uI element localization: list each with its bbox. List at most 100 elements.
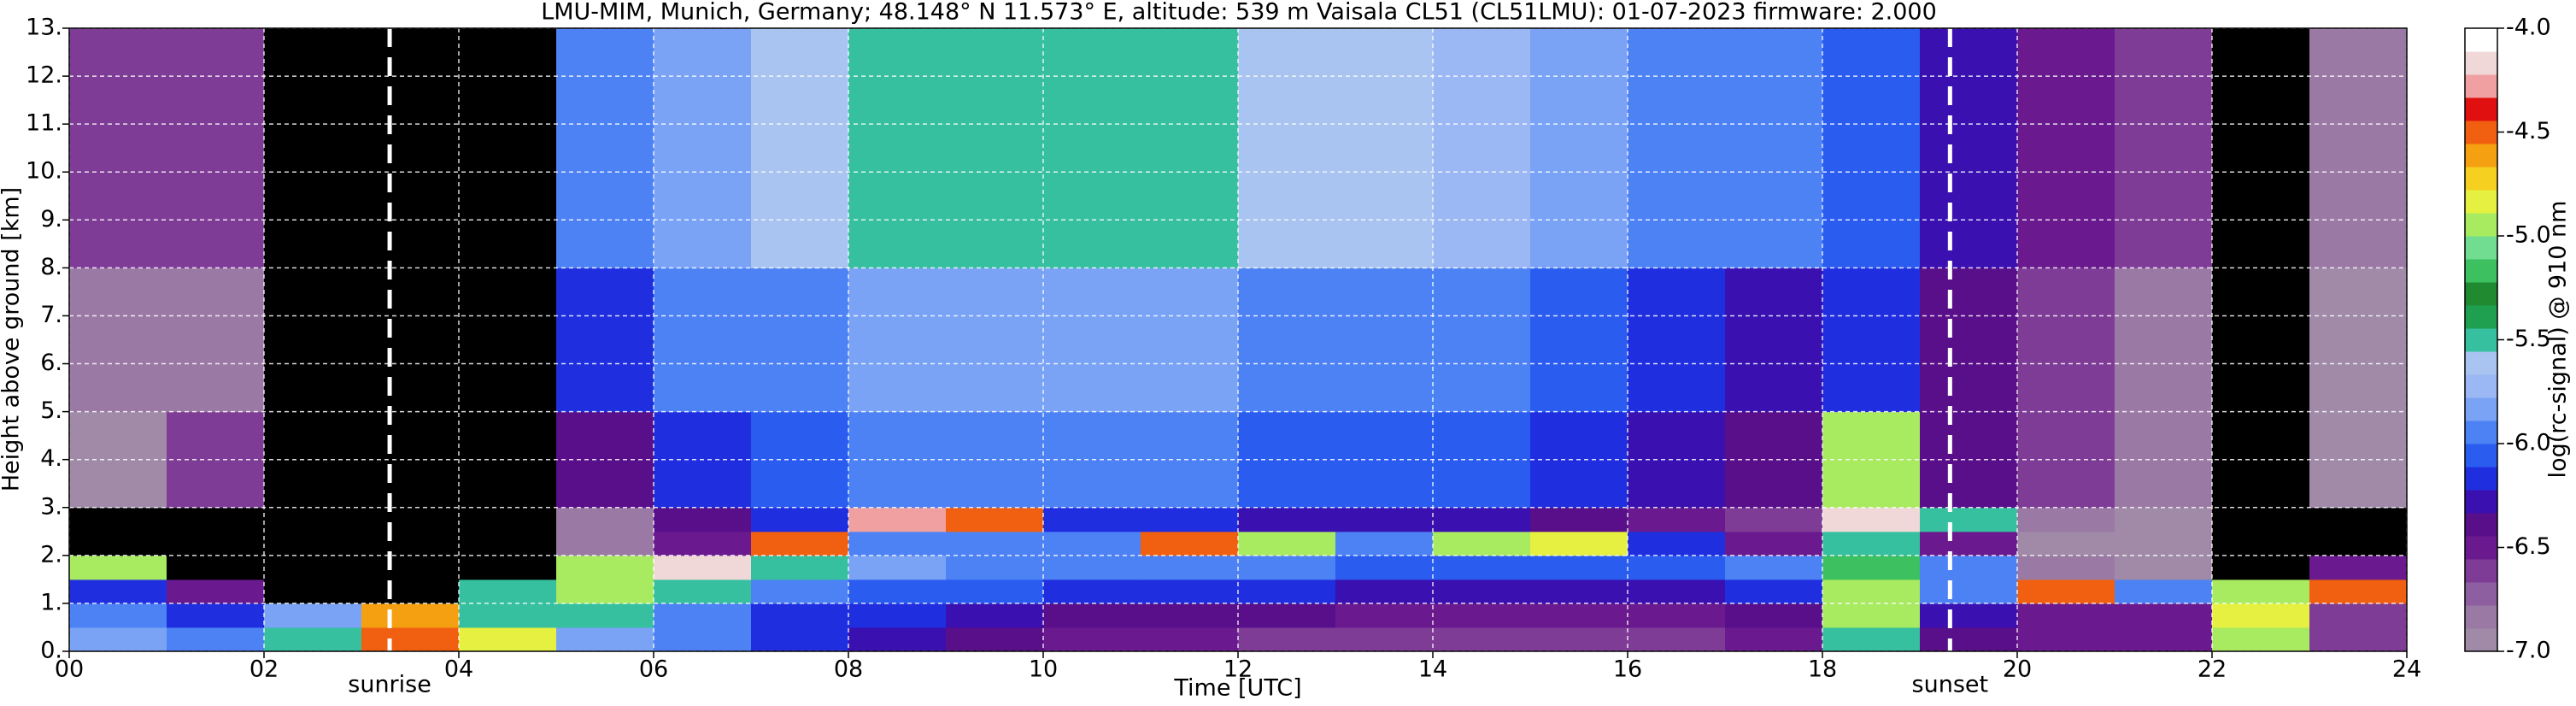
heatmap-cell — [2115, 531, 2213, 556]
colorbar-band — [2465, 490, 2497, 514]
heatmap-cell — [2017, 603, 2115, 628]
colorbar-tick-label: -5.5 — [2506, 326, 2551, 352]
colorbar-band — [2465, 213, 2497, 237]
heatmap-cell — [946, 507, 1044, 532]
heatmap-cell — [1043, 627, 1141, 652]
heatmap-cell — [556, 579, 654, 604]
heatmap-cell — [2309, 603, 2408, 628]
colorbar-band — [2465, 74, 2497, 98]
heatmap-cell — [361, 555, 460, 580]
annotation-label: sunset — [1912, 672, 1989, 698]
heatmap-cell — [751, 555, 849, 580]
heatmap-cell — [69, 507, 167, 532]
heatmap-cell — [848, 555, 947, 580]
heatmap-cell — [1335, 555, 1434, 580]
x-tick-label: 14 — [1418, 656, 1447, 683]
heatmap-cell — [848, 28, 947, 268]
heatmap-cell — [1335, 28, 1434, 268]
heatmap-cell — [2309, 507, 2408, 532]
heatmap-cell — [2017, 507, 2115, 532]
x-tick-label: 04 — [444, 656, 473, 683]
colorbar-band — [2465, 167, 2497, 191]
heatmap-cell — [1920, 507, 2018, 532]
heatmap-cell — [654, 603, 752, 628]
heatmap-cell — [2212, 507, 2310, 532]
heatmap-cell — [654, 28, 752, 268]
heatmap-cell — [361, 507, 460, 532]
heatmap-cell — [848, 531, 947, 556]
heatmap-cell — [556, 531, 654, 556]
heatmap-cell — [751, 28, 849, 268]
heatmap-cell — [1920, 555, 2018, 580]
heatmap-cell — [1920, 268, 2018, 413]
heatmap-cell — [1238, 579, 1336, 604]
colorbar-tick-label: -4.0 — [2506, 15, 2551, 41]
heatmap-cell — [167, 28, 265, 268]
heatmap-cell — [167, 507, 265, 532]
heatmap-cell — [946, 268, 1044, 413]
heatmap-cell — [1238, 531, 1336, 556]
heatmap-cell — [1920, 531, 2018, 556]
colorbar-band — [2465, 51, 2497, 75]
heatmap-cell — [69, 603, 167, 628]
heatmap-cell — [1433, 28, 1531, 268]
heatmap-cell — [361, 531, 460, 556]
heatmap-cell — [946, 603, 1044, 628]
x-tick-label: 20 — [2003, 656, 2032, 683]
heatmap-cell — [751, 531, 849, 556]
heatmap-cell — [946, 28, 1044, 268]
heatmap-cell — [848, 268, 947, 413]
colorbar-band — [2465, 536, 2497, 560]
heatmap-cell — [1628, 579, 1726, 604]
heatmap-cell — [459, 627, 557, 652]
colorbar-band — [2465, 28, 2497, 52]
y-axis-label: Height above ground [km] — [0, 187, 25, 491]
heatmap-cell — [1238, 268, 1336, 413]
heatmap-cell — [264, 507, 362, 532]
heatmap-cell — [361, 603, 460, 628]
heatmap-cell — [751, 603, 849, 628]
heatmap-cell — [2017, 268, 2115, 413]
heatmap-cell — [1141, 603, 1239, 628]
heatmap-cell — [69, 28, 167, 268]
heatmap-cell — [556, 603, 654, 628]
heatmap-cell — [2309, 268, 2408, 413]
heatmap-cell — [751, 507, 849, 532]
heatmap-cell — [1141, 268, 1239, 413]
heatmap-cell — [1725, 507, 1823, 532]
heatmap-cell — [1043, 28, 1141, 268]
heatmap-cell — [361, 579, 460, 604]
heatmap-cell — [654, 507, 752, 532]
colorbar-tick-label: -6.5 — [2506, 533, 2551, 560]
heatmap-cell — [1238, 603, 1336, 628]
colorbar-tick-label: -5.0 — [2506, 222, 2551, 249]
colorbar-tick-label: -6.0 — [2506, 430, 2551, 456]
heatmap-cell — [654, 531, 752, 556]
heatmap-cell — [264, 268, 362, 413]
heatmap-cell — [361, 28, 460, 268]
heatmap-cell — [1141, 579, 1239, 604]
colorbar-band — [2465, 144, 2497, 168]
x-tick-label: 12 — [1223, 656, 1253, 683]
heatmap-cell — [1725, 531, 1823, 556]
heatmap-cell — [654, 579, 752, 604]
heatmap-cell — [2115, 603, 2213, 628]
y-tick-label: 4. — [40, 445, 62, 472]
colorbar-band — [2465, 305, 2497, 329]
colorbar-band — [2465, 582, 2497, 606]
heatmap-cell — [751, 579, 849, 604]
heatmap-cell — [946, 579, 1044, 604]
heatmap-cell — [848, 627, 947, 652]
heatmap-cell — [1530, 579, 1628, 604]
heatmap-cell — [1043, 531, 1141, 556]
heatmap-cell — [1530, 268, 1628, 413]
heatmap-cell — [946, 555, 1044, 580]
x-tick-label: 16 — [1613, 656, 1642, 683]
colorbar-band — [2465, 444, 2497, 468]
heatmap-cell — [1530, 603, 1628, 628]
heatmap-cell — [1238, 507, 1336, 532]
heatmap-cell — [848, 579, 947, 604]
heatmap-cell — [1530, 531, 1628, 556]
colorbar-tick-label: -7.0 — [2506, 638, 2551, 664]
